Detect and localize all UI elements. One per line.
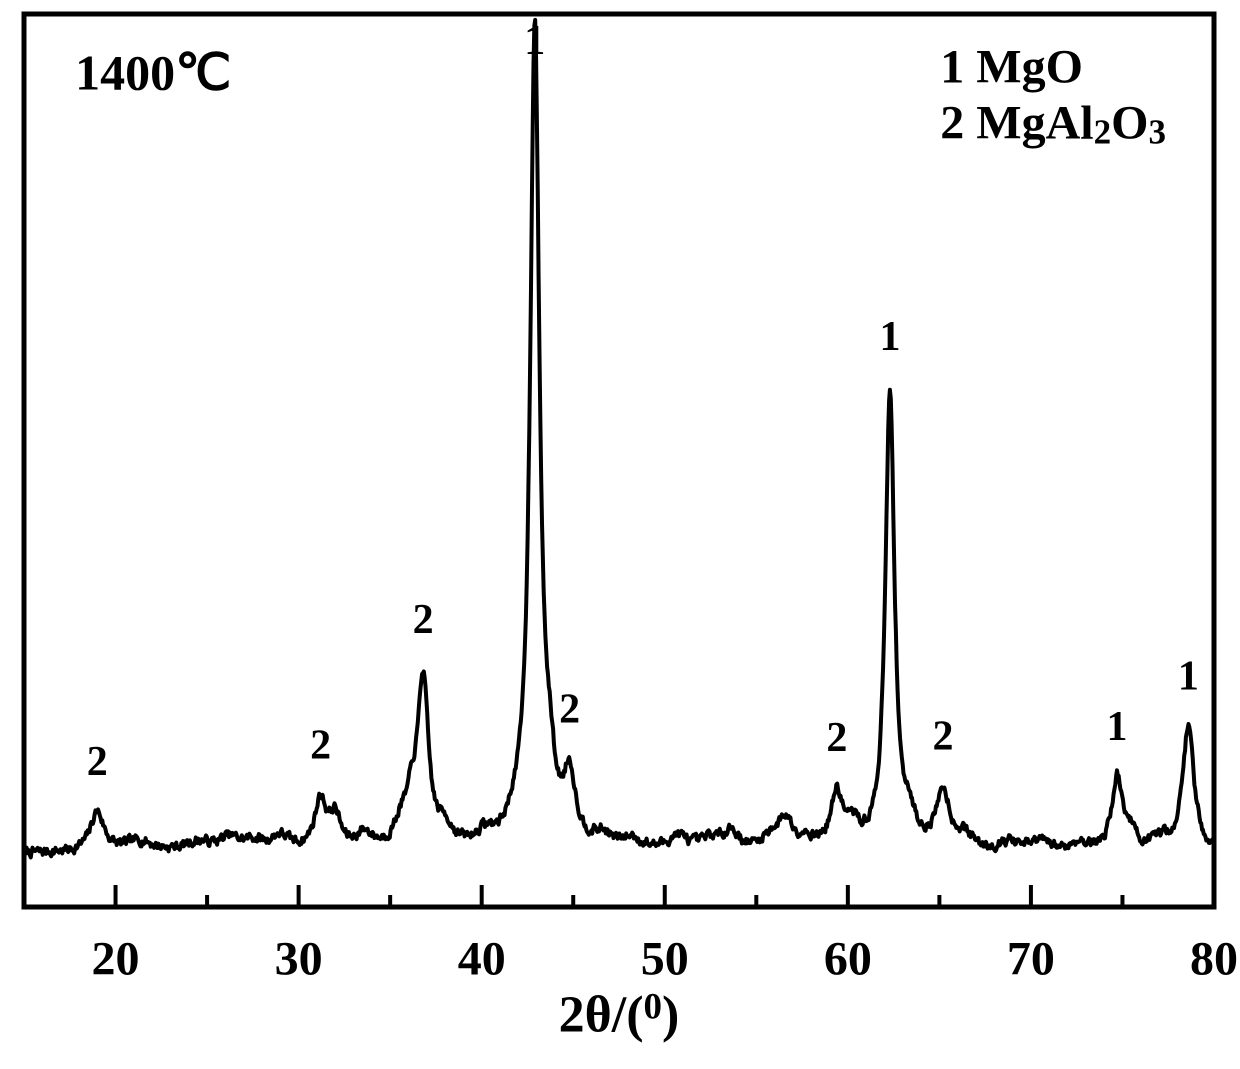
x-tick-label: 20 [92,933,140,986]
peak-label: 2 [559,686,580,732]
xrd-svg: 20 30 40 50 60 70 80 2θ/(0) 2 2 2 1 2 2 1 2 1 1 1400℃ 1 MgO… [0,0,1240,1069]
x-axis-label: 2θ/(0) [559,987,680,1044]
x-tick-label: 60 [824,933,872,986]
x-tick-label: 40 [458,933,506,986]
peak-label: 2 [413,597,434,643]
condition-label: 1400℃ [75,44,231,100]
peak-label: 2 [826,715,847,761]
peak-label: 2 [310,723,331,769]
peak-label: 2 [87,739,108,785]
xrd-chart: 20 30 40 50 60 70 80 2θ/(0) 2 2 2 1 2 2 1 2 1 1 1400℃ 1 MgO… [0,0,1240,1069]
legend-row: 2 MgAl2O3 [940,97,1166,152]
legend-row: 1 MgO [940,41,1083,94]
x-tick-label: 50 [641,933,689,986]
peak-label: 1 [524,18,545,64]
x-tick-label: 80 [1190,933,1238,986]
peak-label: 1 [1106,704,1127,750]
x-tick-label: 70 [1007,933,1055,986]
peak-label: 2 [933,714,954,760]
peak-label: 1 [1178,654,1199,700]
peak-label: 1 [879,314,900,360]
x-tick-label: 30 [275,933,323,986]
